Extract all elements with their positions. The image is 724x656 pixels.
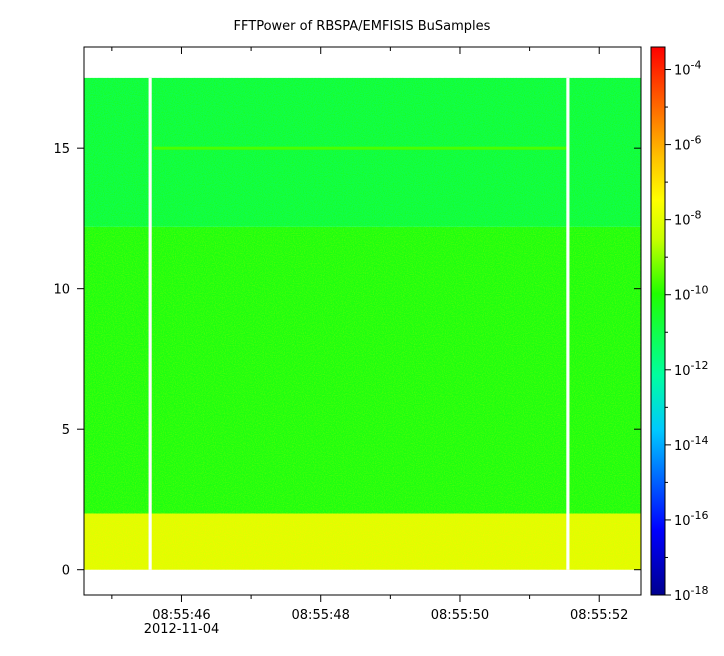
colorbar-tick-base: 10 — [674, 214, 691, 229]
colorbar-tick-exponent: -10 — [691, 284, 709, 297]
data-gap-1 — [566, 77, 570, 570]
colorbar-tick-base: 10 — [674, 514, 691, 529]
spectral-line-15 — [153, 146, 568, 150]
colorbar-tick-label: 10-12 — [674, 359, 709, 379]
colorbar-tick-label: 10-4 — [674, 59, 702, 79]
colorbar-tick-exponent: -16 — [691, 509, 709, 522]
y-axis: 0 5 10 15 — [53, 142, 641, 579]
spectrogram-band-noise-2 — [84, 77, 641, 227]
colorbar-tick-label: 10-6 — [674, 134, 702, 154]
x-tick-label: 08:55:52 — [570, 608, 628, 623]
colorbar-tick-base: 10 — [674, 139, 691, 154]
colorbar-tick-exponent: -6 — [691, 134, 702, 147]
colorbar-tick-base: 10 — [674, 439, 691, 454]
x-tick-label: 08:55:50 — [431, 608, 489, 623]
colorbar-tick-exponent: -8 — [691, 209, 702, 222]
plot-area — [83, 46, 642, 596]
y-tick-label: 10 — [53, 283, 70, 298]
colorbar-tick-label: 10-18 — [674, 584, 709, 604]
colorbar-tick-base: 10 — [674, 289, 691, 304]
x-tick-sublabel: 2012-11-04 — [144, 622, 220, 637]
x-tick-label: 08:55:46 — [152, 608, 210, 623]
colorbar-tick-base: 10 — [674, 364, 691, 379]
colorbar-scale — [650, 46, 666, 596]
y-tick-label: 5 — [62, 423, 70, 438]
colorbar-tick-label: 10-10 — [674, 284, 709, 304]
y-tick-label: 0 — [62, 564, 70, 579]
colorbar-tick-exponent: -14 — [691, 434, 709, 447]
plot-frame — [83, 46, 642, 596]
spectrogram-band-noise-1 — [84, 226, 641, 514]
colorbar-tick-label: 10-16 — [674, 509, 709, 529]
colorbar-tick-label: 10-14 — [674, 434, 709, 454]
colorbar-tick-label: 10-8 — [674, 209, 702, 229]
data-gap-0 — [148, 77, 152, 570]
spectrogram-band-noise-0 — [84, 513, 641, 570]
colorbar-tick-base: 10 — [674, 64, 691, 79]
colorbar-tick-exponent: -4 — [691, 59, 702, 72]
x-tick-label: 08:55:48 — [292, 608, 350, 623]
colorbar-tick-exponent: -18 — [691, 584, 709, 597]
colorbar-tick-exponent: -12 — [691, 359, 709, 372]
y-tick-label: 15 — [53, 142, 70, 157]
colorbar-tick-base: 10 — [674, 589, 691, 604]
chart-title: FFTPower of RBSPA/EMFISIS BuSamples — [234, 19, 491, 34]
